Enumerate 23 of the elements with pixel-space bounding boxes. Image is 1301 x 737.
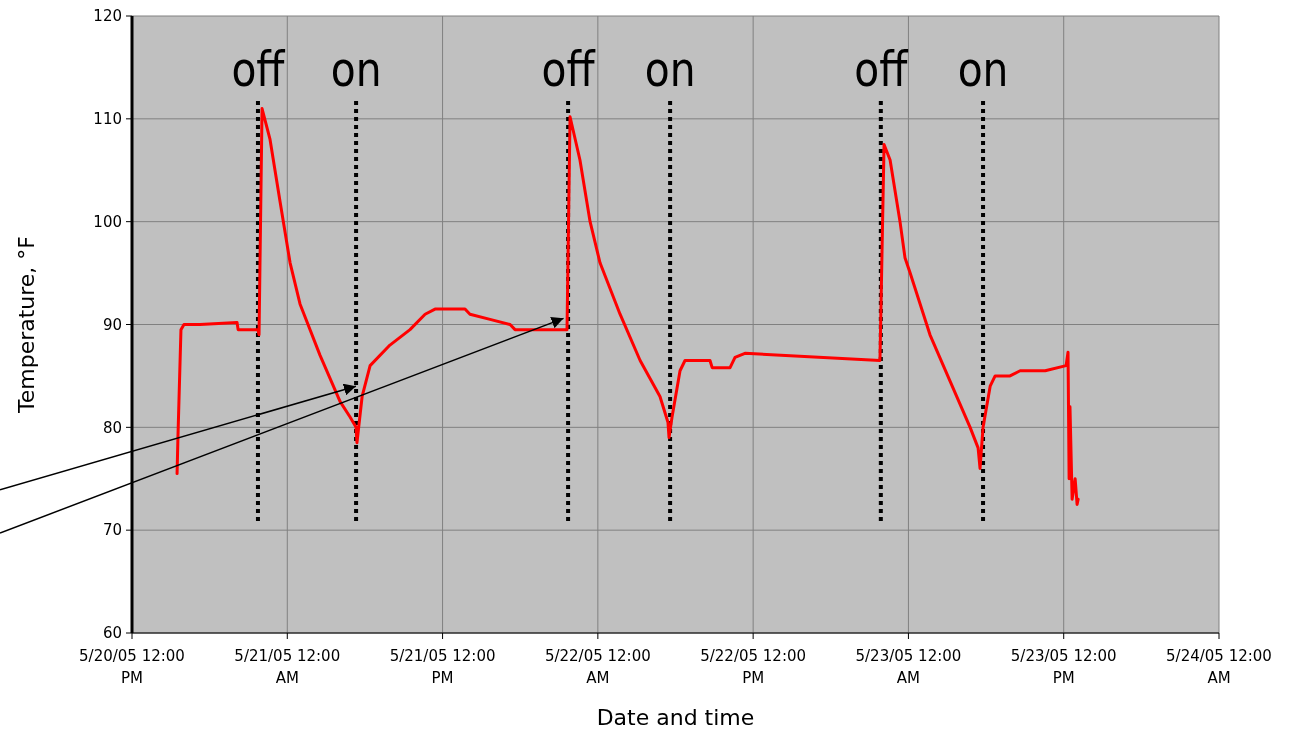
- x-tick-label: 5/22/05 12:00 AM: [544, 647, 651, 687]
- x-tick-label: 5/24/05 12:00 AM: [1166, 647, 1272, 687]
- ref-line-label: off: [541, 41, 596, 98]
- x-axis-title: Date and time: [596, 705, 755, 730]
- y-tick-label: 90: [102, 315, 122, 334]
- y-tick-label: 70: [102, 521, 122, 540]
- y-tick-label: 60: [102, 624, 122, 643]
- x-tick-label: 5/23/05 12:00 PM: [1010, 647, 1117, 687]
- y-tick-label: 80: [102, 418, 122, 437]
- y-tick-label: 110: [93, 110, 122, 129]
- ref-line-label: off: [854, 41, 909, 98]
- x-tick-label: 5/21/05 12:00 AM: [234, 647, 341, 687]
- ref-line-label: on: [957, 41, 1009, 98]
- ref-line-label: on: [644, 41, 696, 98]
- x-tick-label: 5/21/05 12:00 PM: [389, 647, 496, 687]
- ref-line-label: on: [330, 41, 382, 98]
- x-tick-label: 5/23/05 12:00 AM: [855, 647, 962, 687]
- x-tick-label: 5/22/05 12:00 PM: [700, 647, 807, 687]
- y-axis-title: Temperature, °F: [14, 236, 39, 414]
- y-tick-label: 100: [93, 212, 122, 231]
- y-tick-label: 120: [93, 7, 122, 26]
- x-tick-label: 5/20/05 12:00 PM: [79, 647, 185, 687]
- ref-line-label: off: [231, 41, 286, 98]
